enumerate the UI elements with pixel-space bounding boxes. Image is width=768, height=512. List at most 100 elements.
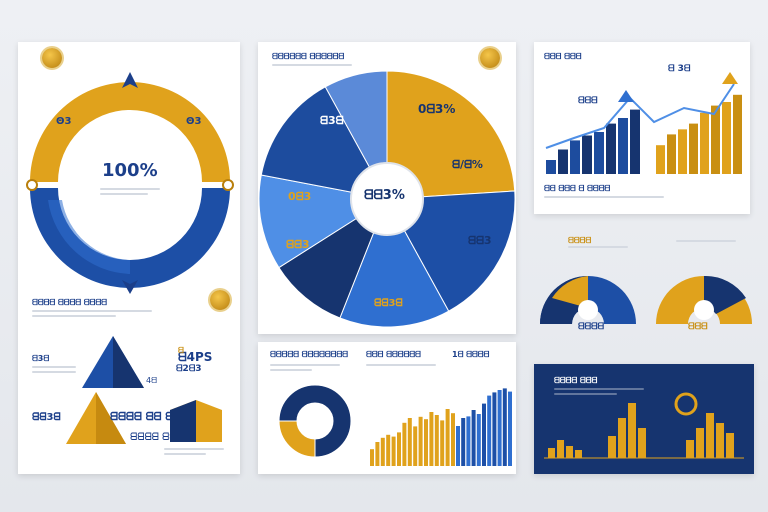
pie-label-a: 0ᗺ3% bbox=[418, 102, 456, 116]
rt-bar-gold-3 bbox=[689, 123, 698, 174]
mid-bar-gold-9 bbox=[418, 416, 423, 466]
rt-bar-navy-5 bbox=[606, 123, 616, 174]
mid-bar-blue-4 bbox=[476, 414, 481, 466]
mid-bar-gold-12 bbox=[434, 415, 439, 466]
right-top-chart bbox=[545, 72, 742, 174]
label-title-a: ᗺᗺᗺᗺ ᗺᗺ ᗺ bbox=[110, 410, 174, 423]
semi-charts bbox=[540, 275, 752, 324]
house-lines bbox=[164, 448, 224, 458]
bottom-title-a: ᗺᗺᗺᗺᗺ ᗺᗺᗺᗺᗺᗺᗺᗺ bbox=[270, 350, 348, 359]
mid-bar-blue-7 bbox=[492, 392, 497, 466]
mid-bar-blue-5 bbox=[482, 403, 486, 466]
pie-label-f: ᗺᗺ3 bbox=[286, 238, 310, 251]
rt-bar-gold-7 bbox=[733, 94, 742, 174]
mid-bar-blue-6 bbox=[487, 395, 492, 466]
dark-bar-c-0 bbox=[686, 440, 694, 458]
big-pie-slice-5 bbox=[260, 86, 388, 200]
mid-bar-gold-2 bbox=[380, 437, 385, 466]
ring-marker-left bbox=[26, 179, 38, 191]
right-top-title: ᗺᗺᗺ ᗺᗺᗺ bbox=[544, 52, 582, 61]
ring-chart bbox=[26, 72, 234, 294]
coin-icon-2 bbox=[210, 290, 230, 310]
mid-bar-gold-7 bbox=[407, 418, 412, 466]
mid-bar-blue-9 bbox=[502, 388, 507, 466]
semi-lines-left bbox=[568, 246, 628, 251]
label-20: ᗺ2ᗺ3 bbox=[176, 364, 202, 374]
blue-triangle bbox=[82, 336, 144, 388]
rt-bar-navy-7 bbox=[630, 109, 640, 174]
eb-lines bbox=[32, 366, 76, 376]
rt-trend-line bbox=[545, 83, 735, 149]
mid-bar-gold-10 bbox=[424, 419, 428, 466]
rt-bar-gold-2 bbox=[678, 129, 687, 174]
dark-bar-a-3 bbox=[575, 450, 582, 458]
donut-chart bbox=[278, 384, 352, 458]
ring-label-tr: Θ3 bbox=[186, 116, 202, 127]
mid-bar-gold-15 bbox=[451, 413, 455, 466]
dark-bar-c-3 bbox=[716, 423, 724, 458]
ring-marker-top bbox=[122, 72, 138, 88]
mid-bar-blue-10 bbox=[508, 391, 512, 466]
rt-bar-gold-6 bbox=[722, 102, 731, 174]
rt-bar-gold-1 bbox=[667, 134, 676, 174]
pie-label-g: ᗺᗺ3ᗺ bbox=[374, 298, 403, 309]
mid-bar-gold-8 bbox=[413, 426, 418, 466]
mid-bar-blue-0 bbox=[456, 426, 460, 466]
right-dark-panel: ᗺᗺᗺᗺ ᗺᗺᗺ bbox=[534, 364, 754, 474]
dark-bar-b-0 bbox=[608, 436, 616, 458]
dark-bar-a-0 bbox=[548, 448, 555, 458]
rt-bar-gold-0 bbox=[656, 145, 665, 174]
donut-slice-1 bbox=[278, 420, 316, 458]
rt-bar-navy-3 bbox=[582, 135, 592, 174]
middle-panel: ᗺᗺᗺᗺᗺᗺ ᗺᗺᗺᗺᗺᗺ ᗺᗺ3% 0ᗺ3% ᗺ/ᗺ% ᗺᗺ3 ᗺ3ᗺ 0ᗺ3… bbox=[258, 42, 516, 334]
caption-lines bbox=[32, 310, 152, 320]
big-pie-center bbox=[350, 162, 424, 236]
mid-bar-gold-0 bbox=[370, 449, 374, 466]
dark-bar-a-2 bbox=[566, 446, 573, 458]
label-eb: ᗺ3ᗺ bbox=[32, 354, 50, 363]
label-apps: ᗺ4PS bbox=[178, 350, 213, 364]
big-pie-slice-1 bbox=[386, 190, 516, 312]
bottom-title-c: 1ᗺ ᗺᗺᗺᗺ bbox=[452, 350, 490, 359]
semi-right-hub bbox=[694, 300, 714, 320]
right-top-value: ᗺ 3ᗺ bbox=[668, 64, 691, 74]
pie-label-d: ᗺ3ᗺ bbox=[320, 114, 344, 127]
dark-ring-icon bbox=[674, 392, 698, 416]
bottom-lines-a bbox=[270, 364, 340, 374]
pie-label-c: ᗺᗺ3 bbox=[468, 234, 492, 247]
ring-caption-lines bbox=[100, 188, 160, 198]
rt-arrow-gold bbox=[722, 72, 738, 84]
dark-bar-c-4 bbox=[726, 433, 734, 458]
right-top-lines bbox=[544, 196, 664, 201]
right-top-label: ᗺᗺᗺ bbox=[578, 96, 598, 106]
mid-bar-blue-3 bbox=[471, 410, 476, 466]
semi-label-right: ᗺᗺᗺ bbox=[688, 322, 708, 332]
rt-arrow bbox=[618, 90, 634, 102]
label-4: 4ᗺ bbox=[146, 376, 157, 385]
mid-bar-gold-3 bbox=[386, 434, 391, 466]
mid-bar-gold-13 bbox=[440, 420, 445, 466]
dark-bar-a-1 bbox=[557, 440, 564, 458]
semi-label-top-left: ᗺᗺᗺᗺ bbox=[568, 236, 592, 245]
mid-bar-gold-1 bbox=[375, 442, 380, 466]
semi-lines-right bbox=[676, 240, 736, 245]
dark-bar-b-1 bbox=[618, 418, 626, 458]
right-top-caption: ᗺᗺ ᗺᗺᗺ ᗺ ᗺᗺᗺᗺ bbox=[544, 184, 611, 193]
mid-bar-gold-4 bbox=[391, 436, 396, 466]
bottom-title-b: ᗺᗺᗺ ᗺᗺᗺᗺᗺᗺ bbox=[366, 350, 421, 359]
ring-gold-arc bbox=[30, 82, 230, 182]
ring-blue-highlight bbox=[48, 200, 130, 274]
big-pie-slice-3 bbox=[278, 197, 389, 319]
coin-icon bbox=[42, 48, 62, 68]
ring-blue-arc bbox=[30, 188, 230, 288]
big-pie-slice-2 bbox=[339, 197, 450, 328]
ring-marker-bottom bbox=[122, 280, 138, 294]
rt-bar-gold-4 bbox=[700, 112, 709, 174]
label-eb2: ᗺ bbox=[178, 346, 184, 355]
dark-lines bbox=[554, 388, 644, 398]
dark-bar-chart bbox=[544, 392, 744, 459]
rt-bar-navy-2 bbox=[570, 140, 580, 174]
mid-bar-blue-2 bbox=[466, 416, 471, 466]
pie-label-b: ᗺ/ᗺ% bbox=[452, 158, 483, 171]
ring-label-tl: Θ3 bbox=[56, 116, 72, 127]
